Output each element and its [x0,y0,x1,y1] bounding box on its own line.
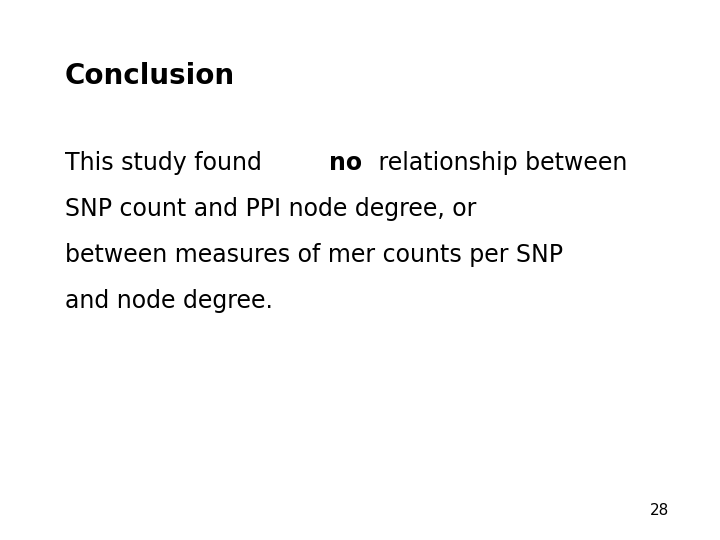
Text: and node degree.: and node degree. [65,289,273,313]
Text: relationship between: relationship between [372,151,628,175]
Text: Conclusion: Conclusion [65,62,235,90]
Text: SNP count and PPI node degree, or: SNP count and PPI node degree, or [65,197,476,221]
Text: no: no [328,151,361,175]
Text: between measures of mer counts per SNP: between measures of mer counts per SNP [65,243,563,267]
Text: This study found: This study found [65,151,269,175]
Text: 28: 28 [650,503,670,518]
